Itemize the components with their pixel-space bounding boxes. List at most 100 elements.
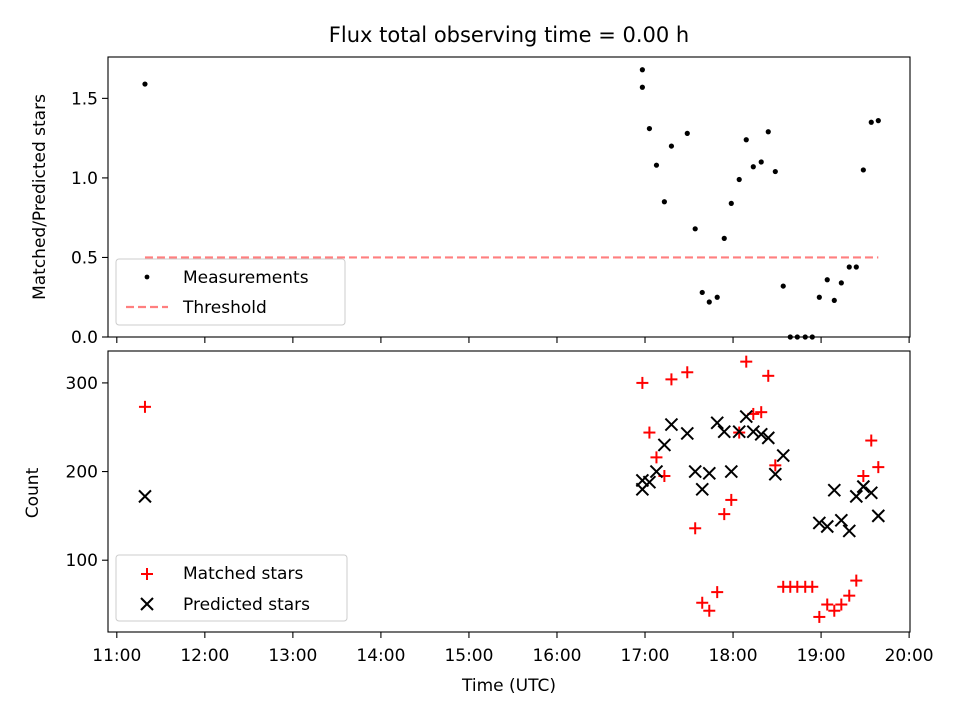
predicted-stars-point [688,464,702,479]
predicted-stars-point [827,483,841,497]
matched-stars-point [806,580,819,593]
measurement-point [780,283,786,289]
matched-stars-point [740,355,753,368]
predicted-stars-point [642,475,657,489]
predicted-stars-point [732,424,746,439]
legend-matched-marker [141,568,153,580]
measurement-point [706,299,712,305]
predicted-stars-point [856,479,871,494]
matched-stars-point [681,366,694,379]
measurement-point [816,294,822,300]
matched-stars-point [835,598,848,611]
matched-stars-point [828,604,841,617]
measurement-point [765,129,771,135]
predicted-stars-point [849,489,864,504]
matched-stars-point [665,373,678,386]
predicted-stars-point [657,438,672,452]
predicted-stars-point [871,509,886,523]
measurement-point [860,167,866,173]
top-panel: 0.0 0.5 1.0 1.5 Matched/Predicted stars Mea… [30,56,911,348]
measurement-point [714,294,720,300]
measurement-point [772,168,778,175]
legend-predicted-label: Predicted stars [183,595,310,615]
x-tick-label: 12:00 [180,646,229,666]
matched-stars-point [138,400,151,413]
predicted-stars-point [812,516,827,530]
predicted-stars-point [761,431,775,445]
legend-threshold-label: Threshold [182,298,267,318]
top-legend-box [115,258,346,326]
measurement-point [750,164,756,170]
x-tick-label: 19:00 [797,646,846,666]
x-tick-label: 17:00 [621,646,670,666]
bottom-panel: 100 200 300 11:00 12:00 13:00 14:00 15:00 16:00… [23,350,934,666]
measurement-point [728,200,734,206]
measurement-point [668,143,675,149]
matched-stars-point [725,493,738,506]
predicted-stars-point [820,519,834,534]
y-tick-label: 200 [66,463,98,483]
predicted-stars-point [768,467,783,481]
x-tick-label: 18:00 [709,646,758,666]
bottom-panel-frame [107,350,911,633]
measurement-point [853,264,859,270]
matched-stars-point [636,376,649,389]
y-tick-label: 300 [66,374,98,394]
top-panel-frame [107,56,911,338]
predicted-stars-point [717,424,731,439]
x-tick-label: 11:00 [92,646,141,666]
matched-stars-point [857,469,870,482]
predicted-stars-point [724,464,738,479]
measurement-point [692,226,698,232]
top-panel-ylabel: Matched/Predicted stars [30,94,50,300]
measurement-point [639,84,645,90]
predicted-stars-point [864,486,878,500]
measurement-point [868,119,874,125]
matched-stars-point [813,610,826,623]
x-tick-label: 20:00 [885,646,934,666]
measurement-point [838,280,844,286]
measurement-point [846,264,852,270]
predicted-stars-point [710,416,724,430]
y-tick-label: 1.5 [71,89,98,109]
matched-stars-point [703,604,716,617]
matched-stars-point [643,426,656,439]
matched-stars-point [711,586,724,599]
measurement-point [699,289,705,296]
x-tick-label: 14:00 [356,646,405,666]
measurement-point [736,176,742,183]
predicted-stars-point [842,524,856,538]
y-tick-label: 0.0 [71,328,98,348]
predicted-stars-point [649,464,664,479]
legend-measurements-marker [144,274,150,280]
bottom-legend-box [115,554,348,622]
x-tick-label: 13:00 [268,646,317,666]
y-tick-label: 100 [66,551,98,571]
y-tick-label: 0.5 [71,248,98,268]
legend-predicted-marker [140,597,154,611]
legend-measurements-label: Measurements [183,268,309,288]
predicted-stars-point [702,466,716,481]
measurement-point [875,118,881,124]
y-tick-label: 1.0 [71,169,98,189]
predicted-stars-point [754,427,768,442]
matched-stars-point [865,434,878,447]
x-tick-label: 16:00 [532,646,581,666]
measurement-point [653,162,660,168]
x-tick-label: 15:00 [444,646,493,666]
legend-matched-label: Matched stars [183,564,303,584]
matched-stars-point [843,589,856,602]
measurement-point [646,125,653,132]
predicted-stars-point [834,513,849,528]
measurement-point [721,235,727,241]
measurement-point [661,199,667,205]
predicted-stars-point [695,482,709,496]
bottom-panel-ylabel: Count [23,467,43,518]
matched-stars-point [762,369,775,382]
predicted-stars-point [746,424,761,439]
matched-stars-point [872,461,885,474]
measurement-point [684,130,690,136]
predicted-stars-point [680,426,694,441]
x-axis-label: Time (UTC) [461,676,556,696]
matched-stars-point [769,459,782,472]
